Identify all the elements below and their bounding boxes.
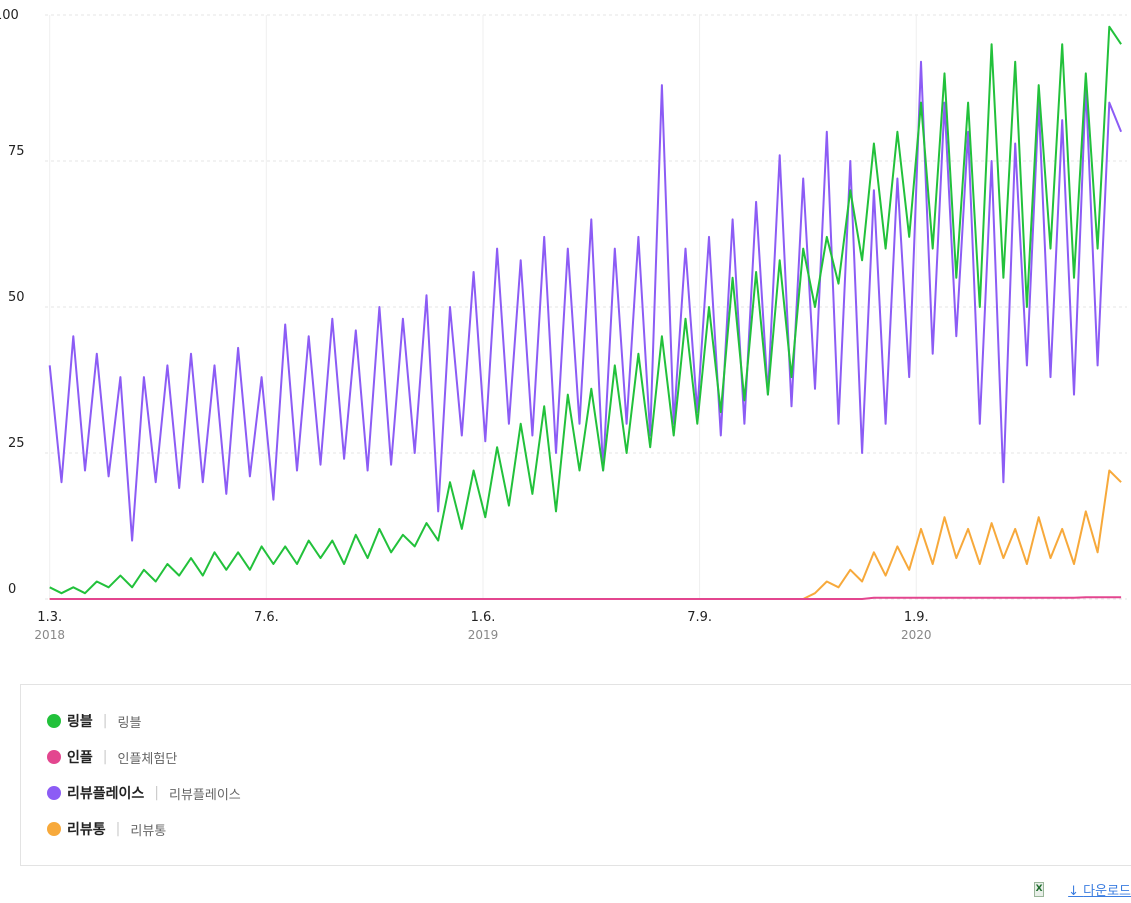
x-tick-year: 2018 xyxy=(34,628,65,642)
y-tick-label: 50 xyxy=(8,290,25,305)
x-tick-label: 1.3. xyxy=(37,610,62,625)
y-tick-label: 0 xyxy=(8,582,16,597)
series-line xyxy=(49,25,1122,595)
legend-item: 리뷰플레이스 | 리뷰플레이스 xyxy=(47,783,241,803)
x-tick-label: 1.6. xyxy=(471,610,496,625)
legend-name: 리뷰플레이스 xyxy=(67,786,145,802)
x-tick-label: 7.6. xyxy=(254,610,279,625)
x-tick-label: 7.9. xyxy=(687,610,712,625)
legend-keywords: 리뷰플레이스 xyxy=(169,787,241,803)
series-line xyxy=(49,469,1122,600)
x-tick-label: 1.9. xyxy=(904,610,929,625)
legend-keywords: 링블 xyxy=(117,715,142,731)
excel-icon[interactable]: X xyxy=(1034,882,1045,897)
legend-item: 리뷰통 | 리뷰통 xyxy=(47,819,166,839)
download-link[interactable]: ↓ 다운로드 xyxy=(1068,884,1131,899)
download-row: X ↓ 다운로드 xyxy=(1034,880,1131,899)
legend-name: 인플 xyxy=(67,750,93,766)
legend-separator: | xyxy=(154,785,159,801)
legend-item: 인플 | 인플체험단 xyxy=(47,747,177,767)
y-tick-label: 100 xyxy=(0,8,19,23)
legend-name: 리뷰통 xyxy=(67,822,106,838)
legend-separator: | xyxy=(115,821,121,837)
x-tick-year: 2019 xyxy=(468,628,499,642)
legend-dot xyxy=(47,750,61,764)
legend-dot xyxy=(47,714,61,728)
y-tick-label: 75 xyxy=(8,144,25,159)
legend-item: 링블 | 링블 xyxy=(47,711,141,731)
y-tick-label: 25 xyxy=(8,436,25,451)
legend-dot xyxy=(47,786,61,800)
series-line xyxy=(49,596,1122,600)
chart: 0 25 50 75 100 1.3. 2018 7.6. 1.6. 2019 7.9. 1.9. 20… xyxy=(0,8,1127,642)
x-tick-year: 2020 xyxy=(901,628,932,642)
series-line xyxy=(48,60,1123,542)
download-text: 다운로드 xyxy=(1083,884,1131,899)
legend-separator: | xyxy=(102,713,108,729)
legend-keywords: 인플체험단 xyxy=(117,751,178,767)
legend-dot xyxy=(47,822,61,836)
legend-keywords: 리뷰통 xyxy=(130,823,167,839)
legend-separator: | xyxy=(102,749,108,765)
legend-name: 링블 xyxy=(67,714,93,730)
